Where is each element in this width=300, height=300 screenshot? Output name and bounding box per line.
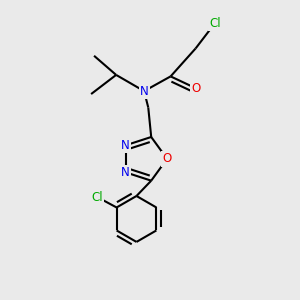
Text: O: O xyxy=(191,82,200,95)
Text: N: N xyxy=(140,85,148,98)
Text: N: N xyxy=(121,166,130,179)
Text: Cl: Cl xyxy=(209,17,220,30)
Text: Cl: Cl xyxy=(92,191,103,204)
Text: O: O xyxy=(163,152,172,165)
Text: N: N xyxy=(121,139,130,152)
